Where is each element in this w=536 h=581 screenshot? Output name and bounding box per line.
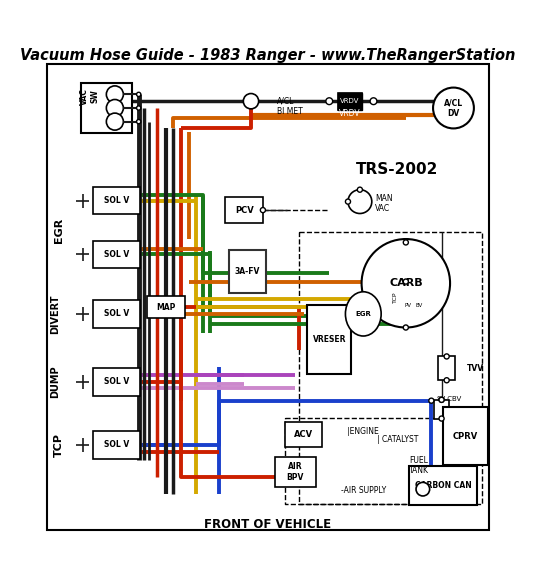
Circle shape: [358, 187, 362, 192]
FancyBboxPatch shape: [93, 187, 140, 214]
Circle shape: [137, 106, 141, 110]
Circle shape: [345, 199, 351, 204]
Text: |ENGINE: |ENGINE: [347, 427, 379, 436]
FancyBboxPatch shape: [147, 296, 184, 318]
Circle shape: [403, 279, 408, 284]
Circle shape: [433, 88, 474, 128]
FancyBboxPatch shape: [338, 93, 362, 110]
Text: CARB: CARB: [389, 278, 423, 288]
FancyBboxPatch shape: [93, 368, 140, 396]
Text: VRDV: VRDV: [339, 96, 361, 106]
Circle shape: [260, 207, 265, 213]
Circle shape: [348, 189, 372, 213]
Text: MAP: MAP: [156, 303, 176, 311]
Circle shape: [370, 98, 377, 105]
FancyBboxPatch shape: [409, 466, 477, 505]
Text: A/CL
BI MET: A/CL BI MET: [277, 96, 302, 116]
Circle shape: [403, 325, 408, 330]
Text: SOL V: SOL V: [104, 250, 129, 259]
Circle shape: [439, 416, 444, 421]
Text: TVV: TVV: [467, 364, 484, 373]
Circle shape: [444, 378, 449, 383]
Text: AIR
BPV: AIR BPV: [287, 462, 304, 482]
Text: SOL V: SOL V: [104, 196, 129, 205]
Text: SOL V: SOL V: [104, 310, 129, 318]
Text: CPRV: CPRV: [453, 432, 478, 441]
Text: VRDV: VRDV: [340, 98, 359, 104]
FancyBboxPatch shape: [275, 457, 316, 487]
Circle shape: [106, 113, 123, 130]
Text: FRONT OF VEHICLE: FRONT OF VEHICLE: [204, 518, 332, 530]
FancyBboxPatch shape: [226, 198, 263, 223]
FancyBboxPatch shape: [307, 304, 352, 374]
FancyBboxPatch shape: [93, 431, 140, 458]
Text: -AIR SUPPLY: -AIR SUPPLY: [341, 486, 386, 496]
Circle shape: [106, 86, 123, 103]
Text: BV: BV: [416, 303, 423, 308]
Circle shape: [106, 99, 123, 117]
Text: PV: PV: [404, 303, 411, 308]
Circle shape: [416, 482, 430, 496]
Circle shape: [439, 397, 444, 403]
Circle shape: [362, 239, 450, 328]
Circle shape: [137, 120, 141, 124]
Text: ACV: ACV: [294, 430, 314, 439]
Text: MAN
VAC: MAN VAC: [375, 193, 393, 213]
Text: VAC
SW: VAC SW: [80, 88, 99, 105]
Text: VRESER: VRESER: [312, 335, 346, 344]
Text: FUEL
TANK: FUEL TANK: [408, 456, 429, 475]
Text: TCP: TCP: [393, 291, 398, 303]
Circle shape: [243, 94, 259, 109]
Text: A/CL
DV: A/CL DV: [444, 98, 463, 118]
FancyBboxPatch shape: [93, 241, 140, 268]
FancyBboxPatch shape: [81, 83, 132, 132]
Circle shape: [429, 398, 434, 403]
FancyBboxPatch shape: [443, 407, 488, 465]
Text: DUMP: DUMP: [50, 365, 61, 398]
Text: EGR: EGR: [54, 218, 64, 243]
Text: Vacuum Hose Guide - 1983 Ranger - www.TheRangerStation: Vacuum Hose Guide - 1983 Ranger - www.Th…: [20, 48, 516, 63]
FancyBboxPatch shape: [229, 250, 266, 293]
FancyBboxPatch shape: [93, 300, 140, 328]
FancyBboxPatch shape: [438, 356, 455, 380]
Text: 3A-FV: 3A-FV: [235, 267, 260, 276]
Circle shape: [137, 92, 141, 96]
Text: PCV: PCV: [235, 206, 254, 214]
Text: SV-CBV: SV-CBV: [436, 396, 461, 402]
FancyBboxPatch shape: [285, 422, 323, 447]
Text: TCP: TCP: [54, 433, 64, 457]
Text: DIVERT: DIVERT: [50, 294, 61, 333]
Text: TRS-2002: TRS-2002: [356, 162, 438, 177]
Ellipse shape: [345, 292, 381, 336]
Circle shape: [444, 354, 449, 359]
Circle shape: [439, 397, 444, 403]
Text: EGR: EGR: [355, 311, 371, 317]
Text: SOL V: SOL V: [104, 440, 129, 450]
Circle shape: [326, 98, 333, 105]
Text: SOL V: SOL V: [104, 378, 129, 386]
FancyBboxPatch shape: [434, 400, 449, 418]
Circle shape: [403, 240, 408, 245]
Text: | CATALYST: | CATALYST: [377, 435, 418, 444]
Text: VRDV: VRDV: [339, 109, 361, 117]
Text: CARBON CAN: CARBON CAN: [415, 481, 472, 490]
FancyBboxPatch shape: [338, 93, 362, 110]
